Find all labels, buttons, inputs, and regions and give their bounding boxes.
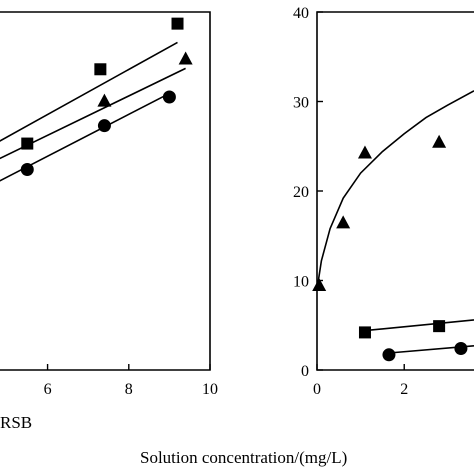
data-point-triangle bbox=[97, 93, 112, 107]
data-point-triangle bbox=[312, 277, 327, 291]
y-tick-label: 10 bbox=[293, 274, 309, 291]
data-point-circle bbox=[454, 342, 468, 356]
x-tick-label: 10 bbox=[202, 381, 218, 398]
fit-line-circle bbox=[0, 92, 170, 182]
data-point-square bbox=[358, 326, 371, 339]
y-tick-label: 20 bbox=[293, 184, 309, 201]
data-point-circle bbox=[20, 163, 34, 177]
y-tick-label: 0 bbox=[301, 363, 309, 380]
data-point-square bbox=[94, 63, 107, 76]
x-tick-label: 2 bbox=[400, 381, 408, 398]
data-point-square bbox=[433, 320, 446, 333]
y-tick-label: 40 bbox=[293, 5, 309, 22]
x-tick-label: 6 bbox=[44, 381, 52, 398]
fit-line-square bbox=[0, 41, 178, 142]
x-tick-label: 8 bbox=[125, 381, 133, 398]
left-chart: 6 8 10 bbox=[0, 11, 218, 398]
plot-frame bbox=[0, 11, 211, 371]
y-tick-label: 30 bbox=[293, 95, 309, 112]
data-point-triangle bbox=[357, 145, 372, 159]
data-point-triangle bbox=[178, 51, 193, 65]
shared-x-axis-label: Solution concentration/(mg/L) bbox=[140, 448, 347, 467]
left-x-axis-label: RSB bbox=[0, 413, 32, 432]
data-point-circle bbox=[97, 119, 111, 133]
data-point-triangle bbox=[432, 134, 447, 148]
x-tick-label: 0 bbox=[313, 381, 321, 398]
plot-frame bbox=[316, 11, 474, 371]
data-point-circle bbox=[382, 348, 396, 362]
fit-line-triangle bbox=[0, 67, 186, 160]
data-point-circle bbox=[162, 90, 176, 104]
fit-line-triangle bbox=[316, 90, 474, 290]
data-point-square bbox=[171, 17, 184, 30]
fit-line-square bbox=[364, 319, 474, 332]
data-point-triangle bbox=[336, 215, 351, 229]
